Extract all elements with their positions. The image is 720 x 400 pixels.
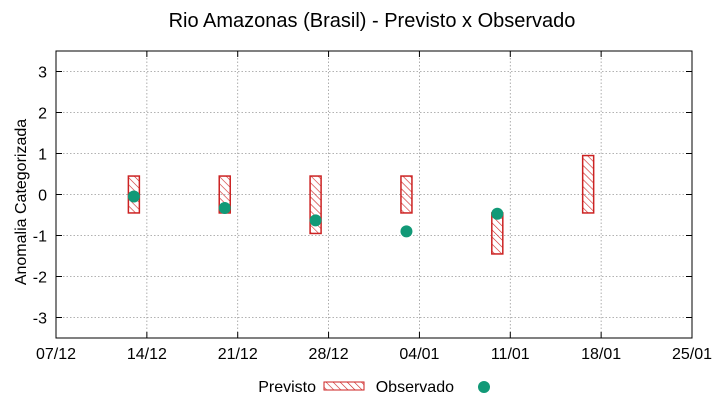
legend-swatch-previsto bbox=[323, 381, 365, 391]
plot-frame bbox=[55, 50, 693, 339]
y-tick-label: 0 bbox=[38, 188, 47, 205]
previsto-bar bbox=[400, 175, 413, 214]
y-tick-label: -3 bbox=[33, 311, 47, 328]
observado-point bbox=[400, 225, 413, 238]
y-tick-label: -2 bbox=[33, 270, 47, 287]
y-tick-label: -1 bbox=[33, 229, 47, 246]
previsto-bar bbox=[581, 154, 595, 214]
y-tick-label: 3 bbox=[38, 65, 47, 82]
legend-label-previsto: Previsto bbox=[258, 379, 316, 396]
observado-point bbox=[218, 202, 231, 215]
y-tick-label: 1 bbox=[38, 147, 47, 164]
legend-label-observado: Observado bbox=[376, 379, 454, 396]
legend-marker-observado bbox=[478, 381, 490, 393]
axes: -3 -2 -1 0 1 2 3 07/12 14/12 21/12 28/12 04/01 11/01… bbox=[33, 51, 712, 363]
chart-title: Rio Amazonas (Brasil) - Previsto x Obser… bbox=[169, 10, 576, 32]
observado-point bbox=[309, 214, 322, 227]
x-tick-label: 04/01 bbox=[399, 346, 439, 363]
x-tick-label: 07/12 bbox=[36, 346, 76, 363]
y-tick-label: 2 bbox=[38, 106, 47, 123]
y-axis-title: Anomalia Categorizada bbox=[13, 119, 30, 285]
legend: Previsto Observado bbox=[258, 379, 490, 396]
previsto-bar bbox=[309, 175, 322, 235]
grid bbox=[55, 51, 693, 338]
x-tick-label: 25/01 bbox=[672, 346, 712, 363]
observado-point bbox=[491, 207, 504, 220]
x-tick-label: 11/01 bbox=[491, 346, 530, 363]
x-tick-label: 14/12 bbox=[127, 346, 167, 363]
x-tick-label: 21/12 bbox=[218, 346, 258, 363]
data-marks bbox=[127, 154, 595, 255]
x-tick-label: 18/01 bbox=[581, 346, 621, 363]
observado-point bbox=[127, 190, 140, 203]
x-tick-label: 28/12 bbox=[309, 346, 349, 363]
